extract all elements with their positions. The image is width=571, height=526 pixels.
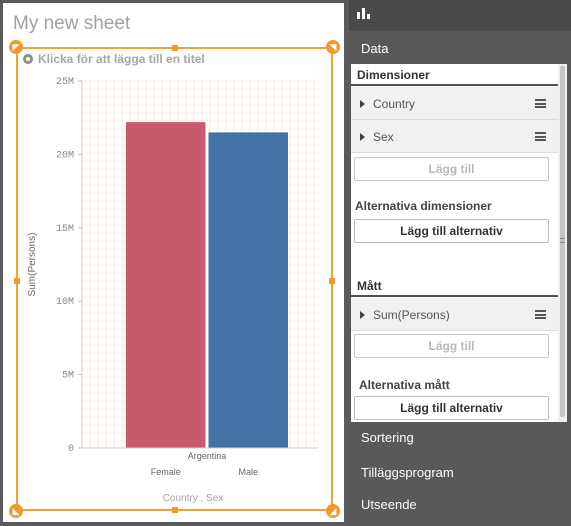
drag-menu-icon[interactable] [535, 310, 546, 319]
dimension-label: Country [373, 97, 416, 111]
resize-handle-bottom-icon[interactable] [172, 507, 178, 513]
bar-chart-icon[interactable] [357, 8, 370, 19]
expand-triangle-icon[interactable] [360, 311, 365, 319]
y-tick-label: 25M [56, 77, 74, 88]
panel-scrollbar[interactable] [558, 64, 567, 422]
x-axis-title: Country , Sex [163, 493, 224, 504]
dimensions-header: Dimensioner [351, 64, 558, 86]
y-tick-label: 15M [56, 224, 74, 235]
alternative-dimensions-title: Alternativa dimensioner [355, 199, 492, 213]
bar-chart-object[interactable]: ◤ ◥ ◣ ◢ Klicka för att lägga till en tit… [9, 40, 340, 518]
resize-handle-right-icon[interactable] [329, 278, 335, 284]
dimension-item-country[interactable]: Country [351, 87, 558, 120]
resize-handle-left-icon[interactable] [14, 278, 20, 284]
y-axis-title: Sum(Persons) [27, 233, 38, 297]
chart-title-placeholder[interactable]: Klicka för att lägga till en titel [38, 52, 205, 66]
tab-addons[interactable]: Tilläggsprogram [361, 465, 454, 480]
measure-label: Sum(Persons) [373, 308, 450, 322]
drag-menu-icon[interactable] [535, 132, 546, 141]
chart-title-row[interactable]: Klicka för att lägga till en titel [23, 52, 205, 66]
scrollbar-grip-icon [560, 238, 565, 243]
x-tick-label: Male [238, 467, 258, 477]
resize-handle-top-left-icon[interactable]: ◤ [9, 40, 23, 54]
add-measure-button[interactable]: Lägg till [354, 334, 549, 358]
scrollbar-thumb[interactable] [560, 66, 565, 417]
measure-item-sum-persons[interactable]: Sum(Persons) [351, 298, 558, 331]
y-tick-label: 0 [68, 444, 74, 455]
title-edit-icon [23, 54, 33, 64]
chart-bars [126, 122, 288, 448]
expand-triangle-icon[interactable] [360, 133, 365, 141]
dimension-item-sex[interactable]: Sex [351, 120, 558, 153]
bar-female [126, 122, 206, 448]
tab-sorting[interactable]: Sortering [361, 430, 414, 445]
x-tick-label: Female [151, 467, 181, 477]
add-alternative-measure-button[interactable]: Lägg till alternativ [354, 396, 549, 420]
y-tick-label: 20M [56, 150, 74, 161]
dimension-label: Sex [373, 130, 394, 144]
resize-handle-bottom-left-icon[interactable]: ◣ [9, 504, 23, 518]
tab-appearance[interactable]: Utseende [361, 497, 417, 512]
resize-handle-top-icon[interactable] [172, 45, 178, 51]
resize-handle-bottom-right-icon[interactable]: ◢ [326, 504, 340, 518]
y-tick-label: 5M [62, 371, 74, 382]
bar-male [208, 132, 288, 448]
sheet-canvas: My new sheet ◤ ◥ ◣ ◢ Klicka för att lägg… [3, 3, 344, 522]
sheet-title[interactable]: My new sheet [13, 13, 131, 34]
resize-handle-top-right-icon[interactable]: ◥ [326, 40, 340, 54]
add-alternative-dimension-button[interactable]: Lägg till alternativ [354, 219, 549, 243]
measures-header: Mått [351, 275, 558, 297]
drag-menu-icon[interactable] [535, 99, 546, 108]
data-section: Dimensioner Country Sex Lägg till Altern… [351, 64, 558, 422]
panel-toolbar [349, 0, 571, 31]
add-dimension-button[interactable]: Lägg till [354, 157, 549, 181]
properties-panel: Data Dimensioner Country Sex Lägg till A… [349, 0, 571, 526]
tab-data[interactable]: Data [361, 41, 389, 56]
x-group-label: Argentina [188, 451, 227, 461]
alternative-measures-title: Alternativa mått [359, 378, 450, 392]
expand-triangle-icon[interactable] [360, 100, 365, 108]
bar-chart-plot[interactable]: 0 5M 10M 15M 20M 25M Female Male Argentina Sum(Pe… [18, 49, 331, 509]
chart-axes: 0 5M 10M 15M 20M 25M Female Male Argentina Sum(Pe… [27, 77, 318, 504]
y-tick-label: 10M [56, 297, 74, 308]
